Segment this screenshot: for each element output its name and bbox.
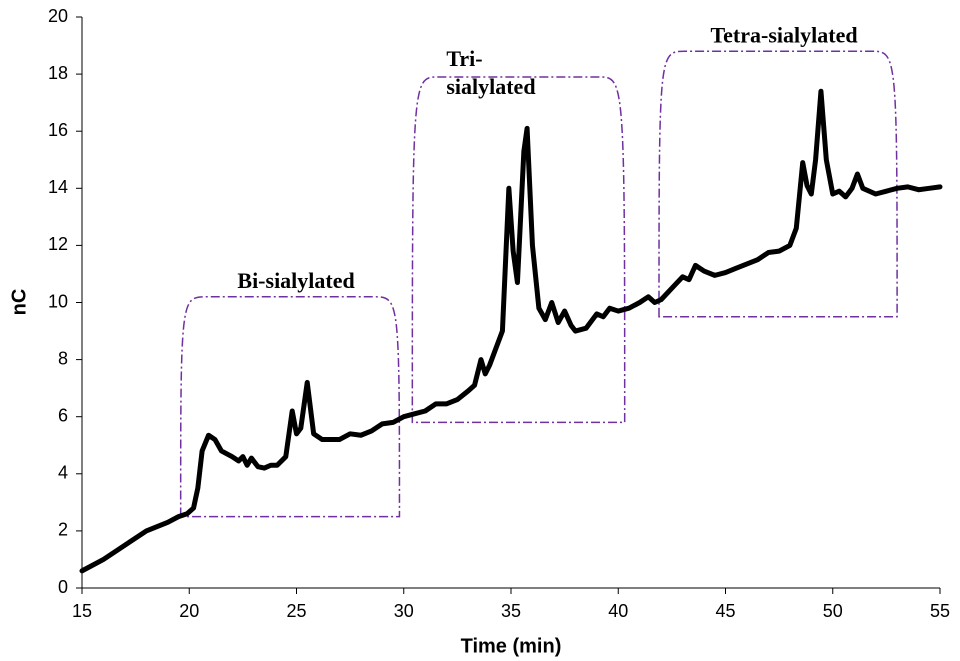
- region-box: [179, 296, 401, 518]
- region-label: Bi-sialylated: [237, 268, 354, 293]
- x-tick-label: 45: [715, 601, 735, 621]
- y-tick-label: 16: [48, 120, 68, 140]
- x-axis-title: Time (min): [461, 635, 562, 657]
- y-tick-label: 8: [58, 348, 68, 368]
- y-tick-label: 0: [58, 577, 68, 597]
- x-tick-label: 15: [72, 601, 92, 621]
- y-tick-label: 2: [58, 520, 68, 540]
- x-tick-label: 20: [179, 601, 199, 621]
- y-tick-label: 4: [58, 463, 68, 483]
- x-tick-label: 30: [394, 601, 414, 621]
- y-tick-label: 6: [58, 405, 68, 425]
- region-label: Tetra-sialylated: [711, 22, 858, 47]
- y-tick-label: 10: [48, 291, 68, 311]
- x-tick-label: 40: [608, 601, 628, 621]
- y-tick-label: 18: [48, 63, 68, 83]
- region-label: Tri-: [446, 46, 482, 71]
- region-label: sialylated: [446, 74, 535, 99]
- trace-line: [79, 88, 943, 574]
- y-tick-label: 20: [48, 6, 68, 26]
- x-tick-label: 25: [286, 601, 306, 621]
- x-tick-label: 35: [501, 601, 521, 621]
- region-box: [411, 76, 626, 424]
- x-tick-label: 50: [823, 601, 843, 621]
- region-box: [658, 50, 898, 318]
- y-tick-label: 14: [48, 177, 68, 197]
- y-tick-label: 12: [48, 234, 68, 254]
- y-axis-title: nC: [8, 289, 30, 316]
- x-tick-label: 55: [930, 601, 950, 621]
